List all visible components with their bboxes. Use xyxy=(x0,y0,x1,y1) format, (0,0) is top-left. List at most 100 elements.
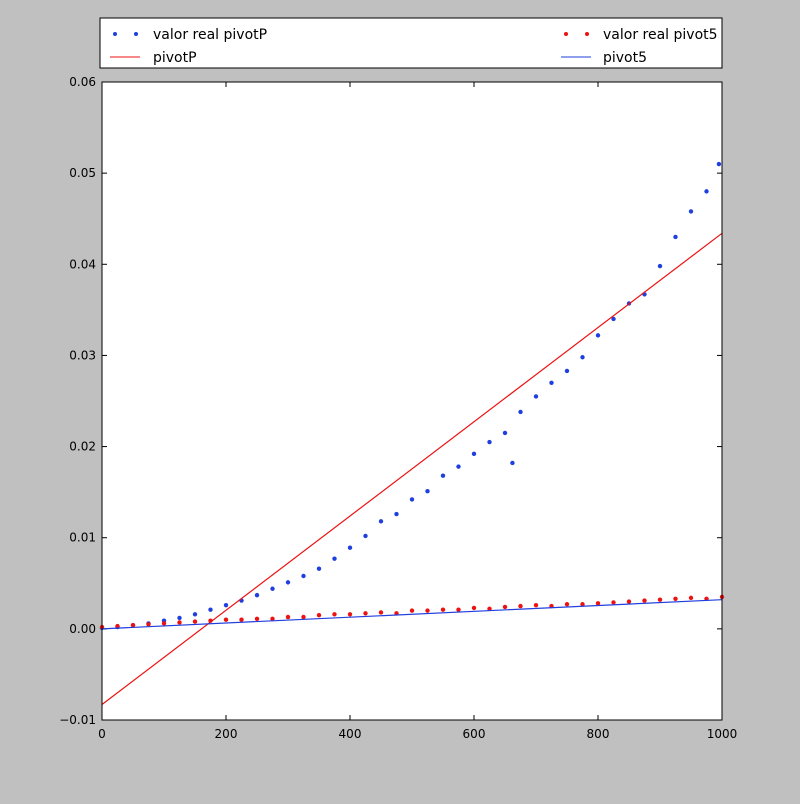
plot-frame xyxy=(101,81,723,721)
data-point xyxy=(378,519,384,524)
data-point xyxy=(704,189,709,194)
data-point xyxy=(192,619,198,624)
data-point xyxy=(347,545,353,550)
data-point xyxy=(130,623,136,628)
data-point xyxy=(456,464,461,469)
series-1 xyxy=(101,232,723,705)
data-point xyxy=(502,604,508,610)
data-point xyxy=(409,497,415,502)
x-tick-label: 0 xyxy=(98,727,106,741)
data-point xyxy=(425,489,430,494)
data-point xyxy=(285,580,291,585)
data-point xyxy=(316,612,322,618)
legend-marker xyxy=(564,32,568,36)
data-point xyxy=(409,608,415,613)
data-point xyxy=(425,608,430,613)
data-point xyxy=(254,616,260,622)
data-point xyxy=(440,607,446,612)
y-tick-label: 0.01 xyxy=(69,531,96,545)
x-tick-label: 1000 xyxy=(707,727,738,741)
y-tick-label: 0.03 xyxy=(69,348,96,362)
data-point xyxy=(332,612,337,617)
legend-label: valor real pivotP xyxy=(153,27,267,43)
x-tick-label: 800 xyxy=(587,727,610,741)
data-point xyxy=(223,602,229,608)
legend-entry-series-1: pivotP xyxy=(110,50,197,66)
y-tick-label: 0.00 xyxy=(69,622,96,636)
legend-entry-series-0: valor real pivotP xyxy=(113,27,267,43)
data-point xyxy=(471,451,477,457)
data-point xyxy=(239,617,244,622)
y-tick-label: 0.02 xyxy=(69,440,96,454)
data-point xyxy=(688,209,694,214)
data-point xyxy=(642,598,647,603)
data-point xyxy=(510,460,515,466)
data-point xyxy=(533,394,539,399)
plot-area xyxy=(102,82,722,720)
data-point xyxy=(595,601,601,606)
data-point xyxy=(394,511,399,517)
data-point xyxy=(208,607,213,612)
legend-entry-series-2: valor real pivot5 xyxy=(564,27,718,43)
legend-marker xyxy=(585,32,589,36)
data-point xyxy=(192,612,198,617)
data-point xyxy=(177,620,182,625)
data-point xyxy=(716,161,722,167)
data-point xyxy=(487,439,492,445)
data-point xyxy=(626,599,632,604)
data-point xyxy=(611,316,616,322)
series-3 xyxy=(101,599,723,630)
data-point xyxy=(673,234,678,240)
data-point xyxy=(487,606,492,612)
y-tick-label: 0.04 xyxy=(69,257,96,271)
data-point xyxy=(316,566,322,571)
data-point xyxy=(657,263,663,269)
data-point xyxy=(518,603,523,609)
legend-box xyxy=(99,17,723,69)
series-2 xyxy=(99,594,725,630)
data-point xyxy=(657,597,663,602)
legend-marker xyxy=(113,32,117,36)
legend-label: pivotP xyxy=(153,50,197,66)
y-tick-label: 0.05 xyxy=(69,166,96,180)
data-point xyxy=(161,621,167,626)
data-point xyxy=(146,622,151,627)
data-point xyxy=(301,573,306,579)
legend-entry-series-3: pivot5 xyxy=(561,50,647,66)
series-line xyxy=(101,599,723,630)
legend-label: valor real pivot5 xyxy=(603,27,718,43)
data-point xyxy=(595,333,601,338)
data-point xyxy=(518,409,523,415)
data-point xyxy=(580,602,585,607)
x-tick-label: 400 xyxy=(339,727,362,741)
data-point xyxy=(471,605,477,611)
x-tick-label: 200 xyxy=(215,727,238,741)
data-point xyxy=(580,355,585,360)
data-point xyxy=(332,556,337,561)
data-point xyxy=(270,586,275,591)
data-point xyxy=(564,368,570,374)
data-point xyxy=(285,614,291,620)
data-point xyxy=(347,612,353,617)
data-point xyxy=(533,602,539,608)
data-point xyxy=(564,602,570,607)
data-point xyxy=(456,607,461,612)
data-point xyxy=(115,623,120,629)
x-tick-label: 600 xyxy=(463,727,486,741)
data-point xyxy=(301,614,306,620)
data-point xyxy=(440,473,446,478)
legend-label: pivot5 xyxy=(603,50,647,66)
data-point xyxy=(549,380,554,385)
series-line xyxy=(101,232,723,705)
data-point xyxy=(177,615,182,621)
plot-content xyxy=(99,161,725,705)
data-point xyxy=(378,610,384,615)
y-tick-label: −0.01 xyxy=(59,713,96,727)
data-point xyxy=(611,600,616,605)
data-point xyxy=(363,611,368,616)
data-point xyxy=(673,596,678,601)
data-point xyxy=(502,430,508,436)
data-point xyxy=(223,617,229,622)
